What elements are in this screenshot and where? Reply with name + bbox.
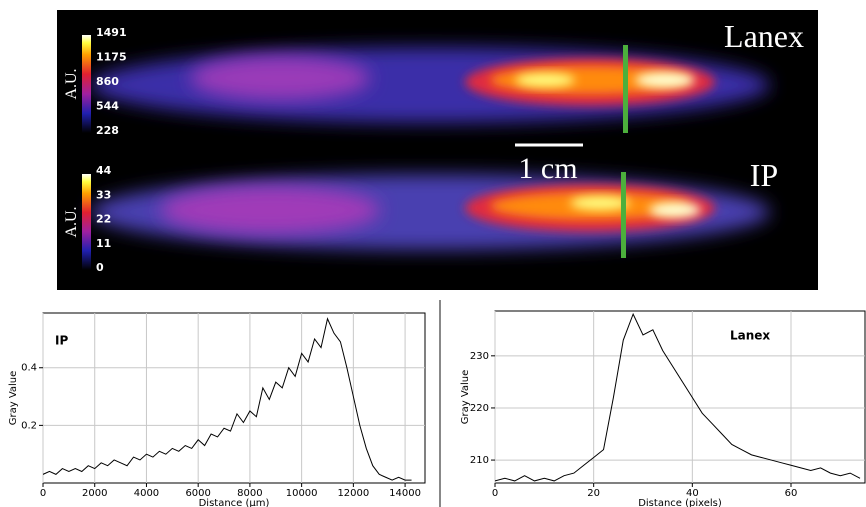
lanex-heatmap xyxy=(90,45,770,133)
heatmaps xyxy=(82,35,770,270)
x-tick-label: 60 xyxy=(785,488,798,499)
y-axis-label: Gray Value xyxy=(460,370,471,425)
x-tick-label: 0 xyxy=(492,488,498,499)
scale-bar-label: 1 cm xyxy=(518,152,577,185)
y-tick-label: 0.2 xyxy=(21,420,37,431)
colorbar-tick-label: 44 xyxy=(96,164,112,177)
x-tick-label: 2000 xyxy=(82,488,107,499)
colorbar-tick-label: 228 xyxy=(96,124,119,137)
colorbar-label: A.U. xyxy=(63,68,80,99)
colorbar-label: A.U. xyxy=(63,206,80,237)
colorbar-tick-label: 33 xyxy=(96,188,111,201)
x-tick-label: 6000 xyxy=(185,488,210,499)
data-line xyxy=(43,317,412,481)
x-axis-label: Distance (µm) xyxy=(199,498,270,507)
y-tick-label: 230 xyxy=(470,351,489,362)
x-tick-label: 40 xyxy=(686,488,699,499)
y-tick-label: 0.4 xyxy=(21,363,37,374)
panel-label: IP xyxy=(750,157,778,193)
plot-area xyxy=(42,312,426,484)
colorbar-tick-label: 11 xyxy=(96,237,111,250)
x-tick-label: 0 xyxy=(40,488,46,499)
annotation: Lanex xyxy=(730,329,770,343)
panel-label: Lanex xyxy=(724,18,804,54)
x-axis-label: Distance (pixels) xyxy=(638,498,722,507)
y-tick-label: 220 xyxy=(470,403,489,414)
x-tick-label: 12000 xyxy=(337,488,369,499)
y-tick-label: 210 xyxy=(470,455,489,466)
ip-heatmap xyxy=(90,172,770,258)
x-tick-label: 8000 xyxy=(237,488,262,499)
plot-area xyxy=(494,310,866,484)
colorbar-tick-label: 544 xyxy=(96,100,119,113)
x-tick-label: 4000 xyxy=(134,488,159,499)
colorbar-tick-label: 22 xyxy=(96,213,111,226)
x-tick-label: 14000 xyxy=(389,488,421,499)
colorbar xyxy=(82,174,91,270)
colorbar-tick-label: 0 xyxy=(96,261,104,274)
x-tick-label: 20 xyxy=(587,488,600,499)
data-line xyxy=(495,312,861,482)
annotation: IP xyxy=(55,334,68,348)
colorbar xyxy=(82,35,91,133)
colorbar-tick-label: 1491 xyxy=(96,26,127,39)
x-tick-label: 10000 xyxy=(286,488,318,499)
y-axis-label: Gray Value xyxy=(8,371,19,426)
colorbar-tick-label: 860 xyxy=(96,75,119,88)
colorbar-tick-label: 1175 xyxy=(96,51,127,64)
